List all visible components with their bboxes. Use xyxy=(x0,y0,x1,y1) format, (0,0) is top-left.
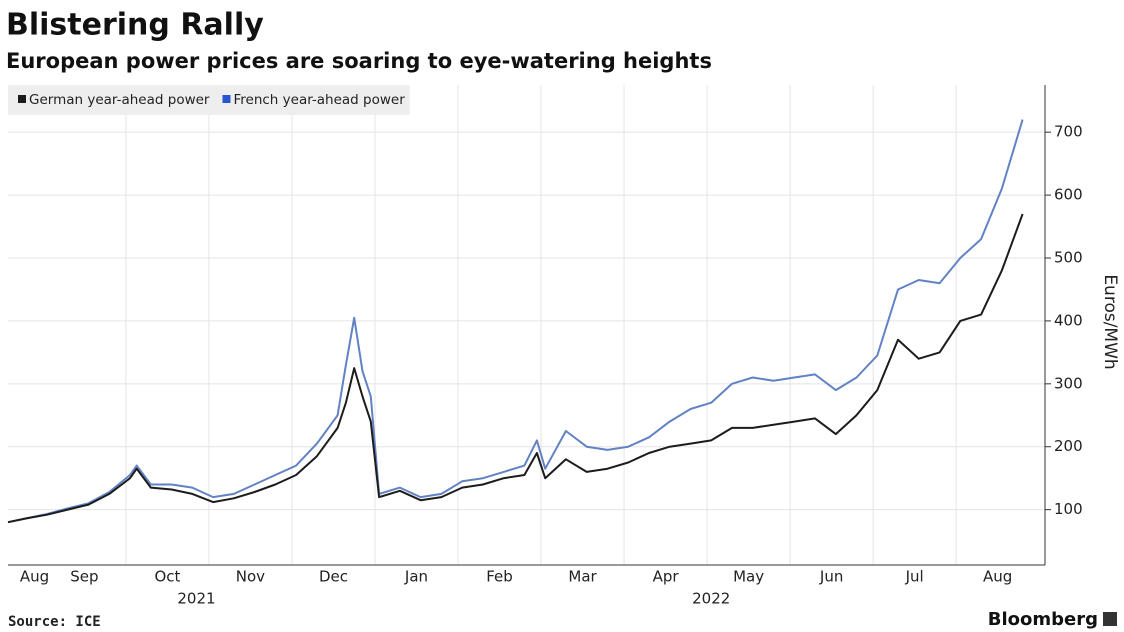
x-tick-label: Jan xyxy=(404,568,428,586)
brand: Bloomberg xyxy=(988,609,1098,630)
y-tick-label: 600 xyxy=(1054,186,1083,204)
y-tick-label: 100 xyxy=(1054,500,1083,518)
x-tick-label: Sep xyxy=(70,568,98,586)
x-tick-label: Feb xyxy=(486,568,513,586)
legend-label: German year-ahead power xyxy=(29,92,210,108)
x-tick-label: Aug xyxy=(983,568,1012,586)
legend-label: French year-ahead power xyxy=(233,92,405,108)
series-line xyxy=(7,119,1024,524)
x-tick-label: Nov xyxy=(236,568,265,586)
y-axis-label: Euros/MWh xyxy=(1100,274,1120,369)
source: Source: ICE xyxy=(8,614,101,630)
year-label: 2022 xyxy=(692,590,730,608)
y-tick-label: 400 xyxy=(1054,311,1083,329)
x-tick-label: Mar xyxy=(568,568,597,586)
x-tick-label: Apr xyxy=(653,568,680,586)
y-tick-label: 500 xyxy=(1054,249,1083,267)
chart-subtitle: European power prices are soaring to eye… xyxy=(6,49,712,73)
x-tick-label: May xyxy=(733,568,764,586)
x-tick-label: Oct xyxy=(154,568,180,586)
brand-icon xyxy=(1103,612,1117,626)
y-tick-label: 700 xyxy=(1054,123,1083,141)
y-tick-label: 200 xyxy=(1054,437,1083,455)
x-tick-label: Jun xyxy=(819,568,843,586)
legend-box xyxy=(8,85,410,115)
series-line xyxy=(7,213,1024,524)
year-label: 2021 xyxy=(177,590,215,608)
x-tick-label: Aug xyxy=(20,568,49,586)
legend-swatch xyxy=(18,95,26,103)
legend-swatch xyxy=(222,95,231,103)
chart-title: Blistering Rally xyxy=(6,8,264,43)
x-tick-label: Dec xyxy=(319,568,348,586)
y-tick-label: 300 xyxy=(1054,374,1083,392)
x-tick-label: Jul xyxy=(905,568,924,586)
